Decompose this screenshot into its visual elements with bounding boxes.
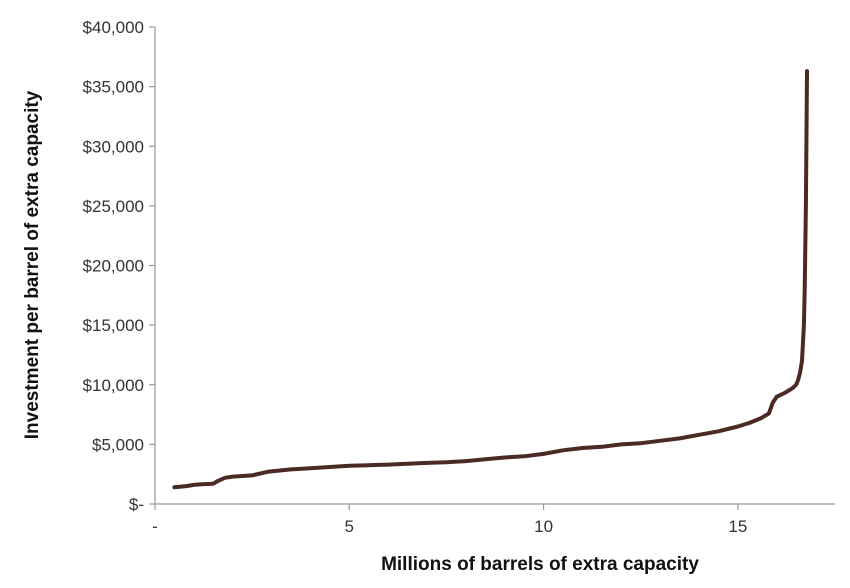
y-tick-label: $35,000 xyxy=(83,78,144,97)
y-tick-label: $5,000 xyxy=(92,435,144,454)
x-axis-title: Millions of barrels of extra capacity xyxy=(381,554,699,575)
y-tick-label: $20,000 xyxy=(83,257,144,276)
y-tick-label: $10,000 xyxy=(83,376,144,395)
x-tick-label: 5 xyxy=(345,517,354,536)
series-line xyxy=(172,69,809,490)
y-ticks: $- $5,000 $10,000 $15,000 $20,000 $25,000 $30,… xyxy=(83,18,155,514)
y-tick-label: $25,000 xyxy=(83,197,144,216)
y-axis-title: Investment per barrel of extra capacity xyxy=(22,90,43,439)
x-tick-label: - xyxy=(152,517,158,536)
y-tick-label: $30,000 xyxy=(83,137,144,156)
x-ticks: - 5 10 15 xyxy=(152,504,747,536)
x-tick-label: 15 xyxy=(728,517,747,536)
x-tick-label: 10 xyxy=(534,517,553,536)
axes xyxy=(154,27,835,505)
y-tick-label: $15,000 xyxy=(83,316,144,335)
y-tick-label: $40,000 xyxy=(83,18,144,37)
y-tick-label: $- xyxy=(129,495,144,514)
